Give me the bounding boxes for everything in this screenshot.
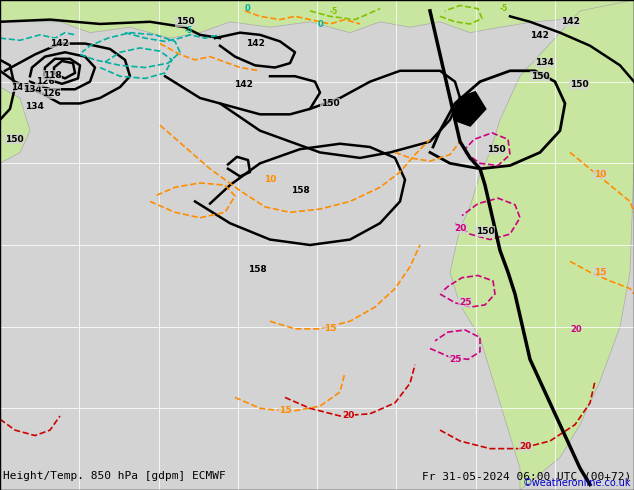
Text: 142: 142 bbox=[11, 83, 29, 92]
Text: 20: 20 bbox=[519, 442, 531, 451]
Text: 15: 15 bbox=[324, 324, 336, 333]
Text: 134: 134 bbox=[25, 102, 44, 111]
Text: Fr 31-05-2024 06:00 UTC (00+72): Fr 31-05-2024 06:00 UTC (00+72) bbox=[422, 471, 631, 481]
Text: 25: 25 bbox=[449, 355, 462, 364]
Text: 150: 150 bbox=[176, 17, 194, 26]
Text: 142: 142 bbox=[560, 17, 579, 26]
Text: 15: 15 bbox=[279, 406, 291, 415]
Text: 150: 150 bbox=[321, 99, 339, 108]
Text: 25: 25 bbox=[459, 298, 471, 307]
Text: 142: 142 bbox=[530, 31, 549, 40]
Text: 0: 0 bbox=[245, 4, 251, 13]
Text: 15: 15 bbox=[594, 268, 606, 277]
Text: -5: -5 bbox=[500, 4, 508, 13]
Text: 150: 150 bbox=[487, 146, 506, 154]
Polygon shape bbox=[455, 93, 485, 125]
Text: 142: 142 bbox=[50, 39, 69, 48]
Text: 150: 150 bbox=[476, 227, 495, 236]
Text: 20: 20 bbox=[342, 412, 354, 420]
Text: -5: -5 bbox=[330, 7, 339, 16]
Text: 118: 118 bbox=[42, 71, 61, 80]
Text: 150: 150 bbox=[531, 72, 549, 81]
Text: 158: 158 bbox=[290, 186, 309, 195]
Text: 0: 0 bbox=[318, 20, 324, 29]
Polygon shape bbox=[0, 0, 634, 38]
Text: 126: 126 bbox=[36, 77, 55, 86]
Text: 134: 134 bbox=[535, 58, 554, 67]
Text: 20: 20 bbox=[454, 224, 466, 233]
Text: 10: 10 bbox=[264, 175, 276, 184]
Polygon shape bbox=[0, 87, 30, 163]
Text: 10: 10 bbox=[594, 170, 606, 179]
Text: -5: -5 bbox=[185, 25, 193, 35]
Text: 134: 134 bbox=[23, 85, 41, 94]
Polygon shape bbox=[450, 0, 634, 490]
Text: 142: 142 bbox=[233, 80, 252, 90]
Text: 150: 150 bbox=[5, 135, 23, 144]
Text: 126: 126 bbox=[42, 89, 61, 98]
Text: 142: 142 bbox=[245, 39, 264, 48]
Text: ©weatheronline.co.uk: ©weatheronline.co.uk bbox=[522, 478, 631, 488]
Text: Height/Temp. 850 hPa [gdpm] ECMWF: Height/Temp. 850 hPa [gdpm] ECMWF bbox=[3, 471, 226, 481]
Text: 158: 158 bbox=[248, 265, 267, 274]
Text: 20: 20 bbox=[570, 325, 581, 334]
Text: 150: 150 bbox=[570, 80, 588, 89]
